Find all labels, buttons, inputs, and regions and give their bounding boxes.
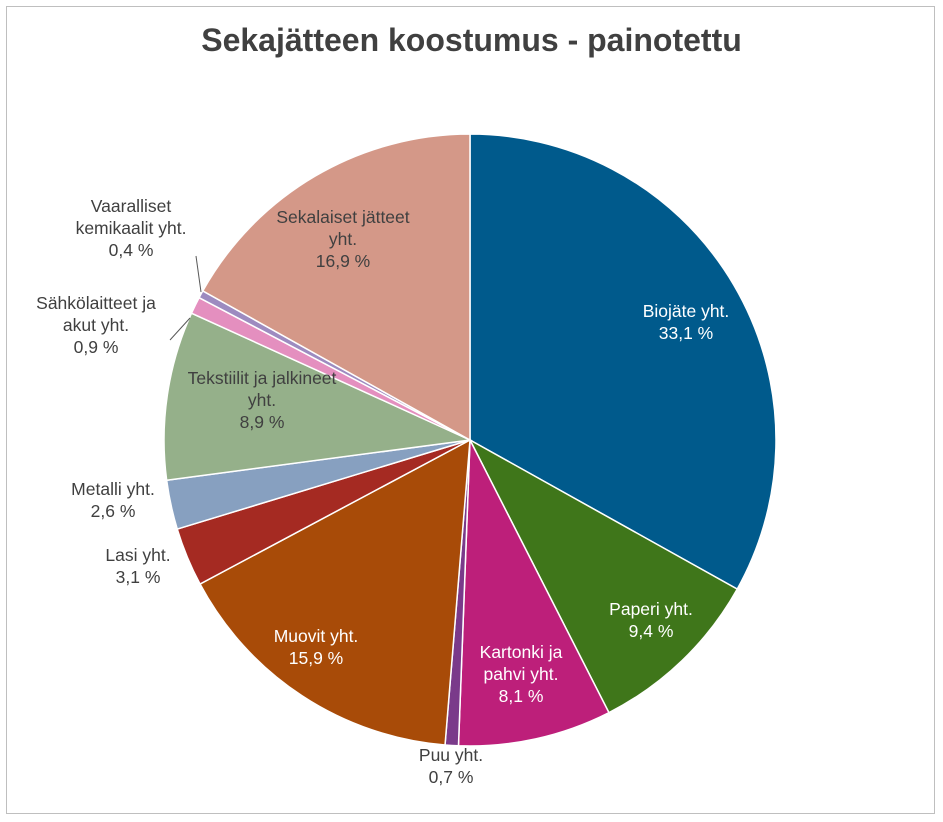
slice-label-line: 15,9 % bbox=[289, 648, 343, 668]
slice-label-line: 16,9 % bbox=[316, 251, 370, 271]
slice-label-8: Sähkölaitteet ja akut yht. 0,9 % bbox=[36, 293, 156, 357]
slice-label-line: Sähkölaitteet ja bbox=[36, 293, 156, 313]
slice-label-line: 3,1 % bbox=[116, 567, 161, 587]
pie-slice-10 bbox=[201, 133, 471, 442]
slice-label-line: Sekalaiset jätteet bbox=[276, 207, 409, 227]
slice-label-line: akut yht. bbox=[63, 315, 129, 335]
slice-label-7: Tekstiilit ja jalkineet yht. 8,9 % bbox=[188, 368, 337, 432]
pie-slices bbox=[163, 133, 777, 747]
slice-label-line: 33,1 % bbox=[659, 323, 713, 343]
slice-label-5: Lasi yht. 3,1 % bbox=[105, 545, 170, 587]
slice-label-6: Metalli yht. 2,6 % bbox=[71, 479, 155, 521]
slice-label-line: yht. bbox=[248, 390, 276, 410]
slice-label-line: 2,6 % bbox=[91, 501, 136, 521]
slice-label-1: Paperi yht. 9,4 % bbox=[609, 599, 693, 641]
slice-label-line: yht. bbox=[329, 229, 357, 249]
chart-title: Sekajätteen koostumus - painotettu bbox=[201, 22, 742, 58]
slice-label-line: 9,4 % bbox=[629, 621, 674, 641]
leader-line-9 bbox=[195, 255, 202, 293]
slice-label-10: Sekalaiset jätteet yht. 16,9 % bbox=[276, 207, 409, 271]
slice-label-line: kemikaalit yht. bbox=[76, 218, 187, 238]
slice-label-line: 0,7 % bbox=[429, 767, 474, 787]
slice-label-line: Biojäte yht. bbox=[643, 301, 730, 321]
pie-slice-0 bbox=[469, 133, 777, 591]
slice-label-line: 0,9 % bbox=[74, 337, 119, 357]
slice-label-9: Vaaralliset kemikaalit yht. 0,4 % bbox=[76, 196, 187, 260]
slice-label-line: Muovit yht. bbox=[274, 626, 359, 646]
slice-label-line: Paperi yht. bbox=[609, 599, 693, 619]
pie-slice-7 bbox=[163, 312, 473, 482]
slice-label-line: Lasi yht. bbox=[105, 545, 170, 565]
slice-label-line: 0,4 % bbox=[109, 240, 154, 260]
pie-slice-1 bbox=[468, 438, 739, 714]
slice-label-line: Vaaralliset bbox=[91, 196, 172, 216]
slice-label-line: Kartonki ja bbox=[480, 642, 563, 662]
slice-label-line: Tekstiilit ja jalkineet bbox=[188, 368, 337, 388]
pie-slice-4 bbox=[199, 438, 471, 746]
slice-label-line: 8,1 % bbox=[499, 686, 544, 706]
slice-label-line: Metalli yht. bbox=[71, 479, 155, 499]
slice-label-4: Muovit yht. 15,9 % bbox=[274, 626, 359, 668]
slice-label-line: Puu yht. bbox=[419, 745, 483, 765]
pie-slice-2 bbox=[457, 437, 610, 747]
slice-label-0: Biojäte yht. 33,1 % bbox=[643, 301, 730, 343]
slice-label-2: Kartonki ja pahvi yht. 8,1 % bbox=[480, 642, 563, 706]
slice-label-line: 8,9 % bbox=[240, 412, 285, 432]
slice-label-3: Puu yht. 0,7 % bbox=[419, 745, 483, 787]
slice-label-line: pahvi yht. bbox=[484, 664, 559, 684]
leader-line-8 bbox=[169, 317, 191, 341]
